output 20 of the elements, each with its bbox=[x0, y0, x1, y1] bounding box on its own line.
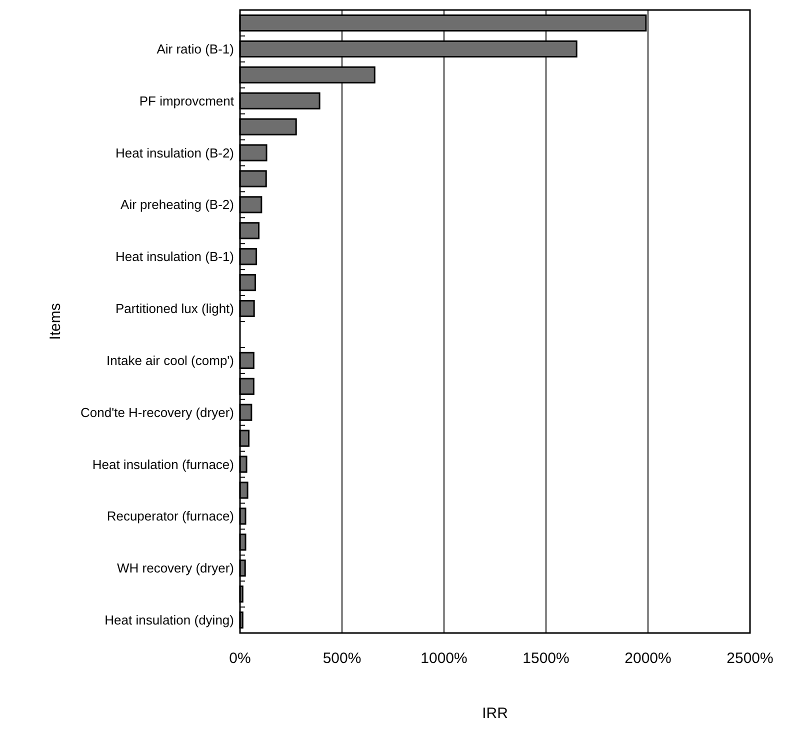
y-tick-label: Recuperator (furnace) bbox=[106, 508, 234, 524]
y-tick-label: Partitioned lux (light) bbox=[116, 301, 234, 316]
y-tick-label: Air ratio (B-1) bbox=[156, 41, 234, 56]
y-tick-label: Heat insulation (furnace) bbox=[92, 456, 234, 472]
y-tick-label: Cond'te H-recovery (dryer) bbox=[80, 404, 234, 420]
y-tick-label: Intake air cool (comp') bbox=[106, 352, 234, 368]
x-tick-label: 1500% bbox=[522, 650, 570, 667]
x-tick-label: 0% bbox=[229, 650, 251, 667]
y-tick-label: Heat insulation (B-2) bbox=[116, 145, 234, 160]
y-axis-title: Items bbox=[47, 303, 64, 340]
y-tick-label: PF improvcment bbox=[139, 93, 234, 108]
y-tick-label: WH recovery (dryer) bbox=[116, 560, 234, 576]
y-tick-label: Heat insulation (B-1) bbox=[116, 249, 234, 264]
y-tick-label: Heat insulation (dying) bbox=[104, 612, 234, 628]
x-tick-label: 1000% bbox=[420, 650, 468, 667]
x-tick-label: 2500% bbox=[726, 650, 774, 667]
x-tick-label: 2000% bbox=[624, 650, 672, 667]
x-tick-label: 500% bbox=[322, 650, 362, 667]
x-axis-title: IRR bbox=[482, 705, 508, 722]
y-tick-label: Air preheating (B-2) bbox=[120, 197, 234, 212]
